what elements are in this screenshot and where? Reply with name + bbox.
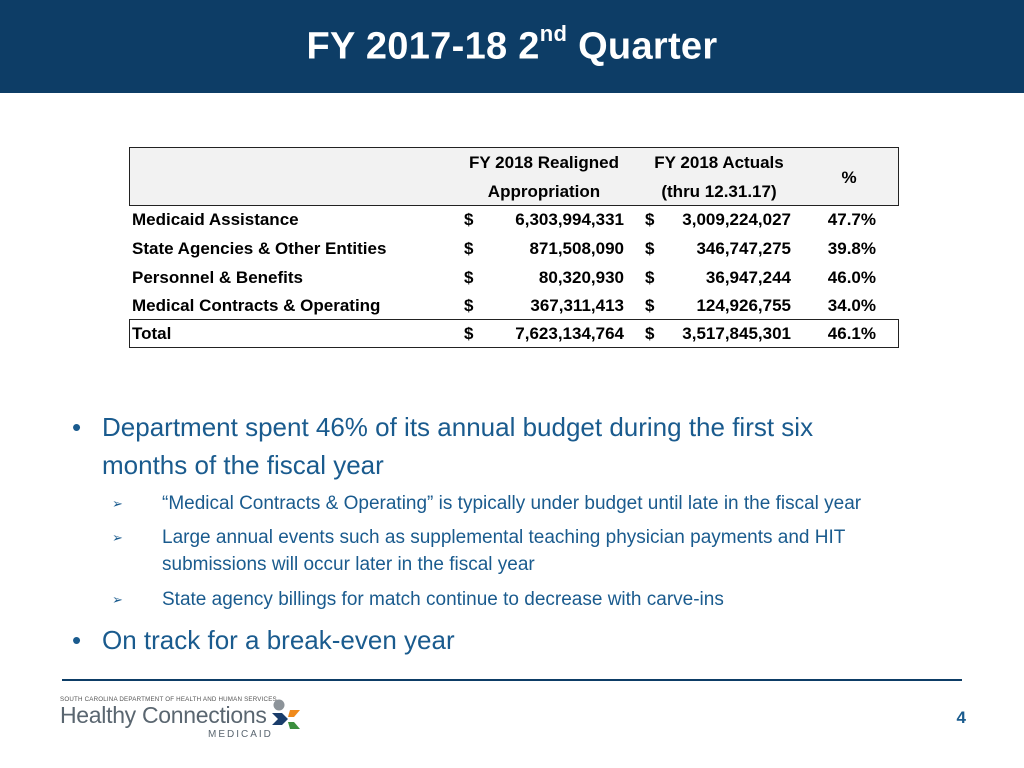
header-percent: % xyxy=(841,168,857,187)
bullet-dot-icon: • xyxy=(72,625,82,655)
table-row: State Agencies & Other Entities $ 871,50… xyxy=(132,239,876,258)
budget-table: FY 2018 Realigned Appropriation FY 2018 … xyxy=(129,147,899,348)
slide-title: FY 2017-18 2nd Quarter xyxy=(306,20,718,68)
table-row: Medicaid Assistance $ 6,303,994,331 $ 3,… xyxy=(132,210,876,229)
page-number: 4 xyxy=(956,708,966,727)
footer-divider xyxy=(62,679,962,681)
header-actuals-line1: FY 2018 Actuals xyxy=(654,153,784,172)
header-appropriation-line1: FY 2018 Realigned xyxy=(469,153,619,172)
title-bar: FY 2017-18 2nd Quarter xyxy=(0,0,1024,93)
table-row: Personnel & Benefits $ 80,320,930 $ 36,9… xyxy=(132,268,876,287)
arrow-bullet-icon: ➢ xyxy=(112,592,123,607)
bullet-dot-icon: • xyxy=(72,412,82,442)
table-row: Medical Contracts & Operating $ 367,311,… xyxy=(132,296,876,315)
header-actuals-line2: (thru 12.31.17) xyxy=(661,182,777,201)
table-row-total: Total $ 7,623,134,764 $ 3,517,845,301 46… xyxy=(132,324,876,343)
logo-x-mark-icon xyxy=(272,699,300,729)
arrow-bullet-icon: ➢ xyxy=(112,530,123,545)
table-total-box xyxy=(129,319,899,348)
table-header-box xyxy=(129,147,899,206)
logo-department-text: SOUTH CAROLINA DEPARTMENT OF HEALTH AND … xyxy=(60,696,277,703)
logo-main-text: Healthy Connections xyxy=(60,702,267,728)
healthy-connections-logo: SOUTH CAROLINA DEPARTMENT OF HEALTH AND … xyxy=(60,696,310,744)
logo-medicaid-text: MEDICAID xyxy=(208,729,273,740)
arrow-bullet-icon: ➢ xyxy=(112,496,123,511)
header-appropriation-line2: Appropriation xyxy=(487,182,601,201)
